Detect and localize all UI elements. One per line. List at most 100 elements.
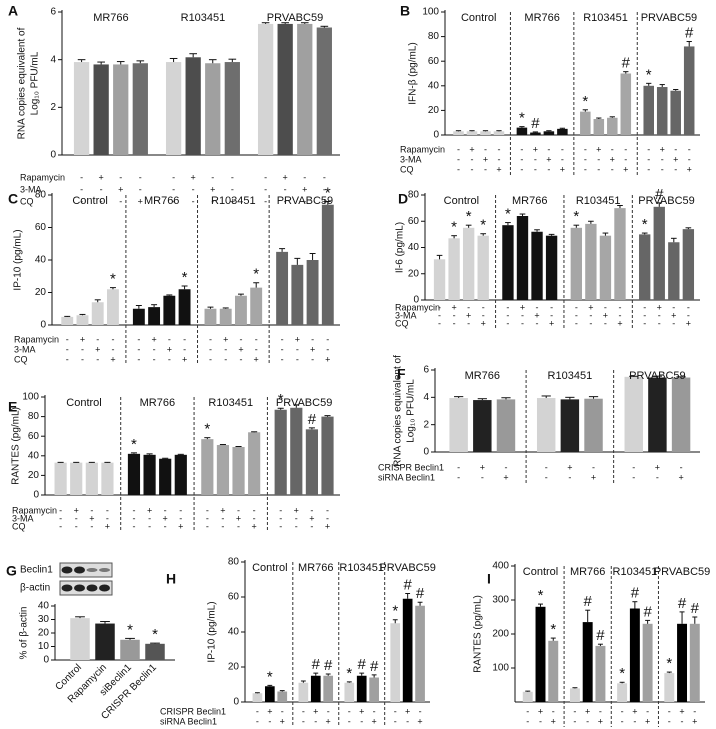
bar — [656, 87, 668, 135]
treatment-label: CRISPR Beclin1 — [378, 462, 444, 472]
blot-strip — [59, 562, 113, 578]
group-label: R103451 — [181, 12, 226, 24]
significance-mark: # — [370, 658, 379, 675]
treatment-sign: - — [618, 302, 621, 312]
treatment-sign: + — [534, 310, 539, 320]
bar — [536, 398, 556, 452]
treatment-sign: + — [598, 716, 603, 726]
treatment-sign: - — [66, 334, 69, 344]
bar — [569, 688, 580, 702]
bar — [624, 376, 643, 452]
treatment-sign: - — [484, 144, 487, 154]
bar — [101, 462, 114, 495]
treatment-sign: + — [596, 144, 601, 154]
y-tick-label: 40 — [428, 80, 440, 91]
treatment-sign: - — [237, 521, 240, 531]
bar — [93, 64, 109, 155]
treatment-sign: - — [137, 334, 140, 344]
y-tick-label: 80 — [408, 190, 420, 201]
treatment-sign: - — [688, 154, 691, 164]
treatment-sign: + — [302, 184, 307, 194]
y-tick-label: 0 — [233, 697, 239, 708]
treatment-sign: + — [560, 164, 565, 174]
group-label: Control — [461, 12, 496, 24]
bar — [132, 63, 148, 155]
treatment-sign: - — [597, 164, 600, 174]
treatment-sign: - — [326, 505, 329, 515]
blot-label: β-actin — [20, 583, 50, 594]
treatment-sign: + — [673, 154, 678, 164]
bar — [671, 377, 691, 452]
significance-mark: # — [655, 186, 664, 203]
treatment-sign: - — [59, 513, 62, 523]
y-axis-label: IP-10 (pg/mL) — [207, 601, 218, 662]
treatment-sign: - — [284, 184, 287, 194]
treatment-label: CRISPR Beclin1 — [160, 706, 226, 716]
blot-band — [74, 584, 85, 592]
group-label: MR766 — [140, 397, 175, 409]
treatment-sign: - — [394, 716, 397, 726]
treatment-sign: + — [359, 706, 364, 716]
bar — [689, 623, 700, 702]
bar — [477, 235, 489, 300]
bar — [113, 64, 129, 155]
y-axis-label: IP-10 (pg/mL) — [13, 229, 24, 290]
treatment-sign: - — [552, 706, 555, 716]
treatment-sign: - — [183, 334, 186, 344]
treatment-sign: - — [209, 344, 212, 354]
treatment-sign: + — [610, 154, 615, 164]
treatment-sign: - — [453, 310, 456, 320]
panel-letter: C — [8, 191, 18, 207]
treatment-sign: + — [238, 344, 243, 354]
significance-mark: # — [622, 55, 631, 72]
y-tick-label: 80 — [428, 31, 440, 42]
treatment-sign: - — [224, 344, 227, 354]
group-label: PRVABC59 — [379, 562, 435, 574]
treatment-sign: - — [621, 716, 624, 726]
treatment-sign: - — [573, 706, 576, 716]
bar — [415, 605, 425, 702]
group-label: MR766 — [512, 195, 547, 207]
panel-letter: I — [487, 571, 491, 587]
treatment-sign: - — [192, 196, 195, 206]
treatment-sign: + — [687, 164, 692, 174]
bar — [248, 432, 261, 495]
y-axis-label: Log₁₀ PFU/mL — [30, 51, 41, 115]
treatment-sign: + — [679, 706, 684, 716]
bar — [264, 686, 275, 702]
panel-letter: H — [166, 571, 176, 587]
treatment-sign: - — [281, 334, 284, 344]
treatment-sign: - — [148, 513, 151, 523]
treatment-sign: - — [314, 716, 317, 726]
bar — [316, 27, 332, 155]
treatment-sign: - — [75, 513, 78, 523]
bar — [277, 691, 288, 702]
bar — [76, 315, 89, 325]
treatment-sign: - — [457, 462, 460, 472]
treatment-sign: - — [137, 344, 140, 354]
bar — [639, 234, 651, 300]
treatment-sign: + — [322, 196, 327, 206]
treatment-sign: + — [178, 521, 183, 531]
y-tick-label: 60 — [35, 222, 47, 233]
significance-mark: * — [538, 587, 544, 604]
bar — [648, 377, 667, 452]
bar — [250, 287, 263, 325]
bar — [462, 227, 475, 300]
y-axis-label: IFN-β (pg/mL) — [408, 42, 419, 104]
treatment-sign: - — [281, 354, 284, 364]
treatment-sign: - — [520, 164, 523, 174]
treatment-sign: - — [573, 716, 576, 726]
treatment-sign: - — [172, 184, 175, 194]
treatment-sign: - — [311, 354, 314, 364]
treatment-sign: - — [674, 164, 677, 174]
treatment-sign: + — [546, 154, 551, 164]
y-tick-label: 40 — [228, 627, 240, 638]
treatment-sign: - — [539, 716, 542, 726]
treatment-sign: - — [394, 706, 397, 716]
treatment-sign: - — [59, 521, 62, 531]
treatment-sign: + — [678, 472, 683, 482]
treatment-sign: - — [168, 334, 171, 344]
y-tick-label: 60 — [228, 592, 240, 603]
treatment-sign: + — [89, 513, 94, 523]
